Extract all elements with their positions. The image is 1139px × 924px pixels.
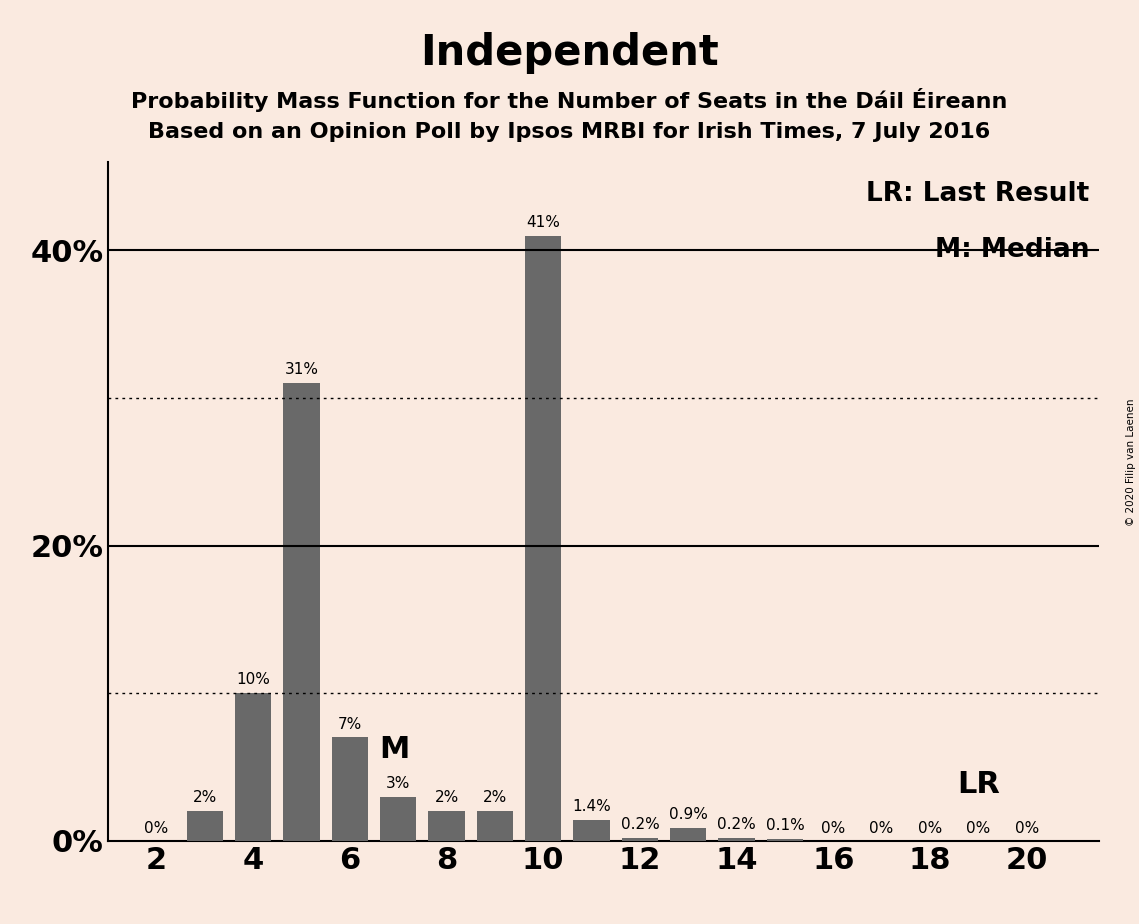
Bar — [428, 811, 465, 841]
Text: M: Median: M: Median — [935, 237, 1090, 263]
Text: Probability Mass Function for the Number of Seats in the Dáil Éireann: Probability Mass Function for the Number… — [131, 88, 1008, 112]
Text: 0.2%: 0.2% — [718, 817, 756, 832]
Text: 31%: 31% — [285, 362, 319, 377]
Text: 0%: 0% — [918, 821, 942, 836]
Bar — [670, 828, 706, 841]
Text: M: M — [379, 735, 409, 764]
Text: 0.2%: 0.2% — [621, 817, 659, 832]
Text: 2%: 2% — [434, 790, 459, 806]
Bar — [331, 737, 368, 841]
Text: 1.4%: 1.4% — [572, 799, 611, 814]
Bar — [525, 236, 562, 841]
Text: 7%: 7% — [338, 717, 362, 732]
Bar — [622, 838, 658, 841]
Text: 2%: 2% — [192, 790, 218, 806]
Text: 0.9%: 0.9% — [669, 807, 707, 821]
Text: 3%: 3% — [386, 775, 410, 791]
Text: LR: Last Result: LR: Last Result — [867, 181, 1090, 207]
Text: LR: LR — [957, 771, 1000, 799]
Bar — [284, 383, 320, 841]
Bar — [767, 839, 803, 841]
Text: 0%: 0% — [821, 821, 845, 836]
Bar — [573, 821, 609, 841]
Text: 0%: 0% — [145, 821, 169, 836]
Text: 41%: 41% — [526, 214, 560, 230]
Text: Based on an Opinion Poll by Ipsos MRBI for Irish Times, 7 July 2016: Based on an Opinion Poll by Ipsos MRBI f… — [148, 122, 991, 142]
Text: © 2020 Filip van Laenen: © 2020 Filip van Laenen — [1126, 398, 1136, 526]
Text: 2%: 2% — [483, 790, 507, 806]
Text: 0%: 0% — [1015, 821, 1039, 836]
Text: Independent: Independent — [420, 32, 719, 74]
Bar — [719, 838, 755, 841]
Bar — [235, 693, 271, 841]
Text: 10%: 10% — [236, 673, 270, 687]
Text: 0%: 0% — [869, 821, 894, 836]
Bar — [477, 811, 513, 841]
Bar — [380, 796, 417, 841]
Text: 0.1%: 0.1% — [765, 819, 804, 833]
Text: 0%: 0% — [966, 821, 991, 836]
Bar — [187, 811, 223, 841]
